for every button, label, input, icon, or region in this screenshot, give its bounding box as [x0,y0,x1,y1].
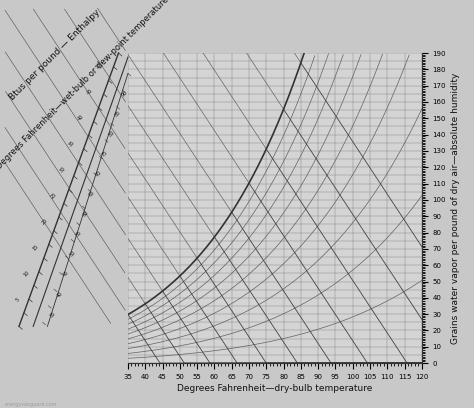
Text: 50: 50 [69,250,77,258]
Text: 75: 75 [101,150,109,158]
Text: 20: 20 [41,218,49,226]
Text: 25: 25 [50,192,58,200]
Text: 85: 85 [114,110,122,118]
Text: 10: 10 [23,270,31,278]
Text: 5: 5 [15,297,21,303]
Text: 35: 35 [49,310,57,318]
Y-axis label: Grains water vapor per pound of dry air—absolute humidity: Grains water vapor per pound of dry air—… [451,72,460,344]
Text: 35: 35 [68,140,76,148]
Text: 40: 40 [77,113,85,122]
Text: Btus per pound — Enthalpy: Btus per pound — Enthalpy [8,8,101,102]
Text: Degrees Fahrenheit—wet-bulb or dew-point temperature: Degrees Fahrenheit—wet-bulb or dew-point… [0,0,171,171]
Text: 15: 15 [32,244,40,252]
Text: 50: 50 [95,61,103,69]
Text: 30: 30 [59,166,67,174]
Text: 55: 55 [75,230,83,238]
Text: 90: 90 [121,90,128,98]
Text: 45: 45 [62,270,70,278]
Text: 45: 45 [86,87,94,95]
Text: 60: 60 [82,210,90,218]
Text: energyvanguard.com: energyvanguard.com [5,402,57,407]
Text: 80: 80 [108,130,116,138]
Text: 40: 40 [55,290,64,298]
X-axis label: Degrees Fahrenheit—dry-bulb temperature: Degrees Fahrenheit—dry-bulb temperature [177,384,373,393]
Text: 65: 65 [88,190,96,198]
Text: 70: 70 [95,170,103,178]
